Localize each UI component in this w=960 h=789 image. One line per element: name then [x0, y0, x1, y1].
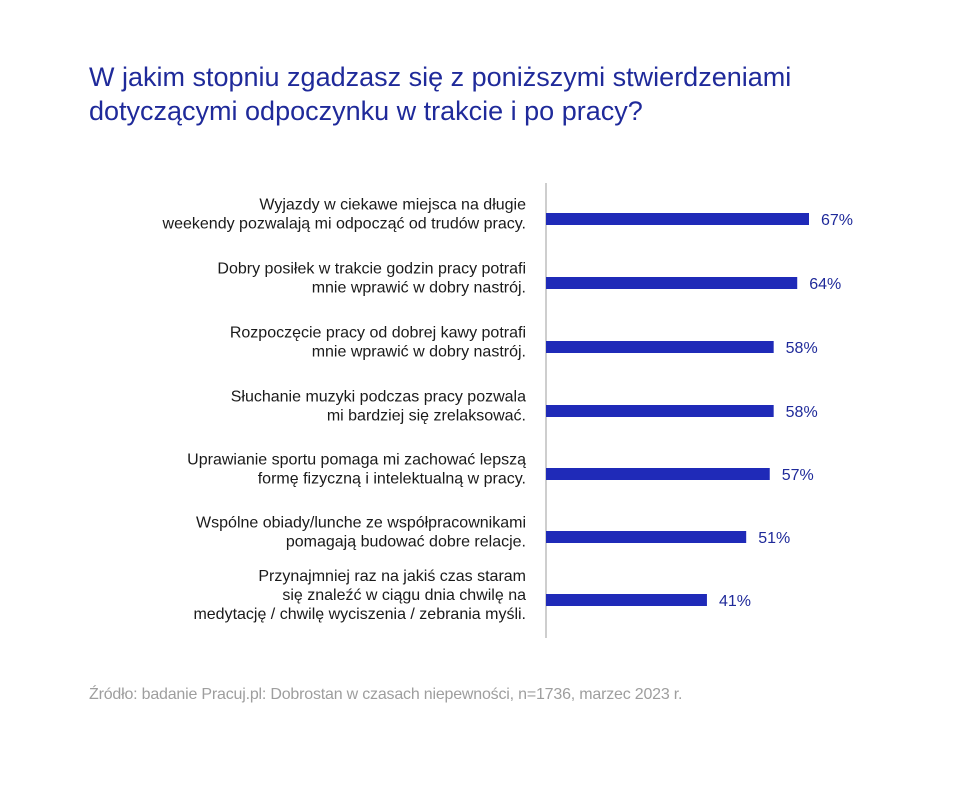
category-label: formę fizyczną i intelektualną w pracy.: [258, 471, 526, 488]
category-label: mi bardziej się zrelaksować.: [327, 408, 526, 425]
category-label: Słuchanie muzyki podczas pracy pozwala: [231, 389, 526, 406]
bars-group: 67% Wyjazdy w ciekawe miejsca na długie we…: [162, 183, 853, 638]
category-label: Wyjazdy w ciekawe miejsca na długie: [259, 197, 526, 214]
category-label: Wspólne obiady/lunche ze współpracownika…: [196, 515, 526, 532]
bar: [546, 531, 747, 543]
category-label: Dobry posiłek w trakcie godzin pracy pot…: [217, 261, 526, 278]
category-label: weekendy pozwalają mi odpocząć od trudów…: [162, 216, 526, 233]
bar-value-label: 58%: [786, 340, 818, 357]
bar: [546, 213, 809, 225]
category-label: Rozpoczęcie pracy od dobrej kawy potrafi: [230, 325, 526, 342]
chart-title-line-2: dotyczącymi odpoczynku w trakcie i po pr…: [89, 96, 643, 126]
category-label: mnie wprawić w dobry nastrój.: [312, 280, 526, 297]
category-label: medytację / chwilę wyciszenia / zebrania…: [193, 606, 526, 623]
bar-value-label: 51%: [758, 530, 790, 547]
bar-value-label: 57%: [782, 467, 814, 484]
chart-title-line-1: W jakim stopniu zgadzasz się z poniższym…: [89, 62, 792, 92]
bar-value-label: 41%: [719, 593, 751, 610]
chart-title: W jakim stopniu zgadzasz się z poniższym…: [89, 60, 909, 128]
category-label: pomagają budować dobre relacje.: [286, 534, 526, 551]
bar: [546, 594, 707, 606]
category-label: mnie wprawić w dobry nastrój.: [312, 344, 526, 361]
bar-value-label: 64%: [809, 276, 841, 293]
bar-value-label: 58%: [786, 404, 818, 421]
category-label: Przynajmniej raz na jakiś czas staram: [258, 568, 526, 585]
bar: [546, 341, 774, 353]
bar: [546, 468, 770, 480]
bar: [546, 405, 774, 417]
bar: [546, 277, 798, 289]
source-note: Źródło: badanie Pracuj.pl: Dobrostan w c…: [89, 686, 683, 703]
category-label: Uprawianie sportu pomaga mi zachować lep…: [187, 452, 526, 469]
category-label: się znaleźć w ciągu dnia chwilę na: [282, 587, 526, 604]
bar-value-label: 67%: [821, 212, 853, 229]
